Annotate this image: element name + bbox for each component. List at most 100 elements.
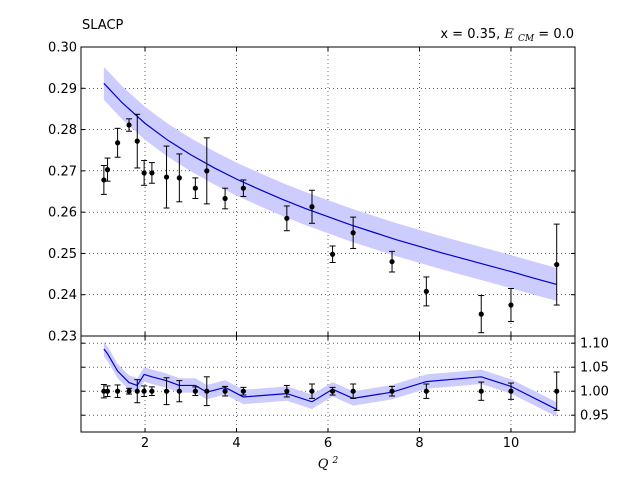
data-point <box>134 379 141 404</box>
data-point <box>100 383 107 399</box>
data-marker <box>329 251 336 257</box>
data-point <box>308 189 315 224</box>
data-point <box>126 118 133 132</box>
data-point <box>389 385 396 397</box>
data-marker <box>478 388 484 394</box>
data-marker <box>126 388 132 394</box>
data-point <box>478 295 485 334</box>
y-tick-label: 0.27 <box>48 164 77 179</box>
data-point <box>423 383 430 399</box>
data-point <box>350 383 357 399</box>
x-axis-label: Q 2 <box>318 456 339 472</box>
data-marker <box>149 388 155 394</box>
y-tick-label: 0.24 <box>48 288 77 303</box>
data-marker <box>478 311 484 317</box>
y-tick-label: 1.10 <box>580 337 609 352</box>
data-marker <box>309 388 315 394</box>
data-marker <box>554 388 560 394</box>
data-marker <box>134 138 140 144</box>
data-point <box>148 162 155 184</box>
data-point <box>240 386 247 396</box>
data-point <box>240 179 247 197</box>
chart-title-right: x = 0.35, E CM = 0.0 <box>440 27 574 45</box>
data-point <box>553 223 560 306</box>
data-point <box>163 377 170 406</box>
data-marker <box>329 388 336 394</box>
data-point <box>423 276 430 307</box>
chart-title-right-sub: CM <box>518 34 535 44</box>
data-marker <box>126 122 132 128</box>
main-ticks: 0.23 0.24 0.25 0.26 0.27 0.28 0.29 0.30 <box>48 41 575 345</box>
y-tick-label: 0.29 <box>48 82 77 97</box>
data-marker <box>204 168 210 174</box>
data-marker <box>423 288 429 295</box>
data-marker <box>389 259 395 265</box>
data-marker <box>204 388 210 394</box>
data-marker <box>163 388 170 394</box>
data-marker <box>114 140 121 146</box>
data-marker <box>554 261 560 268</box>
main-uncertainty-band <box>103 66 557 301</box>
data-point <box>104 385 111 397</box>
data-point <box>329 245 336 264</box>
data-point <box>176 380 183 403</box>
data-marker <box>114 388 121 394</box>
y-tick-label: 0.95 <box>580 409 609 424</box>
y-tick-label: 0.28 <box>48 123 77 138</box>
data-point <box>283 384 290 398</box>
data-point <box>222 385 229 397</box>
data-point <box>283 205 290 232</box>
chart-title-right-prefix: x = 0.35, <box>440 27 504 42</box>
chart-title-right-suffix: = 0.0 <box>538 27 574 42</box>
data-point <box>148 386 155 397</box>
main-points <box>100 113 560 334</box>
data-marker <box>104 388 111 394</box>
data-point <box>176 153 183 203</box>
ratio-curve <box>103 348 557 410</box>
x-tick-label: 4 <box>232 436 240 451</box>
data-point <box>308 383 315 399</box>
chart-title-left: SLACP <box>82 18 124 33</box>
data-point <box>141 385 148 397</box>
main-band <box>103 66 557 301</box>
main-grid <box>81 46 575 337</box>
data-marker <box>284 388 290 394</box>
data-point <box>163 145 170 209</box>
data-marker <box>222 388 228 394</box>
ratio-plot-frame <box>80 335 576 433</box>
data-marker <box>284 215 290 221</box>
data-marker <box>176 388 182 394</box>
y-tick-label: 0.25 <box>48 247 77 262</box>
data-point <box>329 386 336 396</box>
data-marker <box>192 388 198 394</box>
data-marker <box>134 388 140 394</box>
data-point <box>222 187 229 210</box>
data-marker <box>101 388 107 394</box>
data-marker <box>104 167 111 173</box>
data-point <box>192 386 199 397</box>
data-marker <box>240 185 246 191</box>
data-point <box>553 371 560 411</box>
data-point <box>126 387 133 395</box>
ratio-band <box>103 341 557 417</box>
data-marker <box>309 204 315 210</box>
ratio-uncertainty-band <box>103 341 557 417</box>
data-point <box>389 250 396 273</box>
data-point <box>134 113 141 169</box>
data-point <box>203 376 210 407</box>
data-marker <box>141 388 147 394</box>
data-point <box>104 157 111 182</box>
data-marker <box>141 170 147 176</box>
data-marker <box>163 174 170 180</box>
data-marker <box>508 388 514 394</box>
x-tick-label: 10 <box>503 436 520 451</box>
data-marker <box>192 185 198 191</box>
data-marker <box>389 388 395 394</box>
data-point <box>141 160 148 186</box>
ratio-points <box>100 371 560 411</box>
data-marker <box>508 302 514 308</box>
main-curve <box>103 82 557 285</box>
data-point <box>114 127 121 158</box>
data-point <box>203 137 210 205</box>
